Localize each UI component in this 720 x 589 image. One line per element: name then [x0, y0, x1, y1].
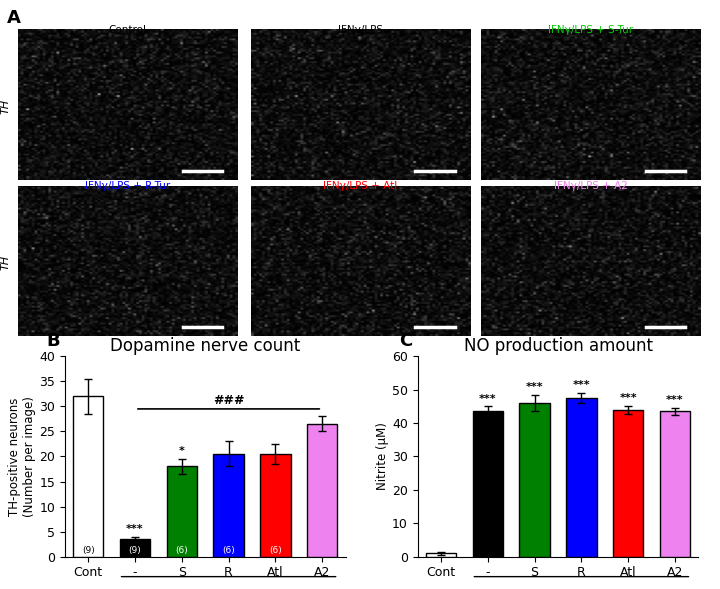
Text: C: C — [400, 332, 413, 350]
Bar — [120, 539, 150, 557]
Text: A: A — [7, 9, 21, 27]
Title: Dopamine nerve count: Dopamine nerve count — [110, 337, 300, 355]
Text: TH: TH — [1, 98, 11, 114]
Bar — [660, 411, 690, 557]
Text: ***: *** — [526, 382, 544, 392]
Text: ***: *** — [479, 393, 497, 403]
Bar — [166, 466, 197, 557]
Text: Control: Control — [109, 25, 147, 35]
Text: ***: *** — [619, 393, 637, 403]
Text: (6): (6) — [222, 546, 235, 555]
Text: IFNγ/LPS + Atl: IFNγ/LPS + Atl — [323, 181, 397, 191]
Text: B: B — [47, 332, 60, 350]
Bar — [213, 454, 244, 557]
Text: ***: *** — [666, 395, 684, 405]
Bar — [260, 454, 291, 557]
Bar — [566, 398, 597, 557]
Text: IFNγ/LPS: IFNγ/LPS — [338, 25, 383, 35]
Text: IFNγ/LPS + S-Tur: IFNγ/LPS + S-Tur — [548, 25, 634, 35]
Text: IFNγ/LPS + A2: IFNγ/LPS + A2 — [554, 181, 628, 191]
Bar — [73, 396, 104, 557]
Text: IFNγ/LPS + R-Tur: IFNγ/LPS + R-Tur — [85, 181, 171, 191]
Bar — [426, 553, 456, 557]
Bar — [613, 410, 644, 557]
Y-axis label: Nitrite (μM): Nitrite (μM) — [376, 422, 389, 491]
Bar — [472, 411, 503, 557]
Text: ***: *** — [572, 380, 590, 391]
Text: (6): (6) — [269, 546, 282, 555]
Text: (9): (9) — [129, 546, 141, 555]
Text: TH: TH — [1, 254, 11, 270]
Y-axis label: TH-positive neurons
(Number per image): TH-positive neurons (Number per image) — [9, 396, 37, 517]
Bar — [519, 403, 550, 557]
Text: (6): (6) — [176, 546, 188, 555]
Text: ###: ### — [213, 394, 244, 407]
Text: (9): (9) — [82, 546, 94, 555]
Text: *: * — [179, 446, 185, 456]
Text: (6): (6) — [316, 546, 328, 555]
Text: ***: *** — [126, 524, 144, 534]
Title: NO production amount: NO production amount — [464, 337, 652, 355]
Bar — [307, 424, 338, 557]
